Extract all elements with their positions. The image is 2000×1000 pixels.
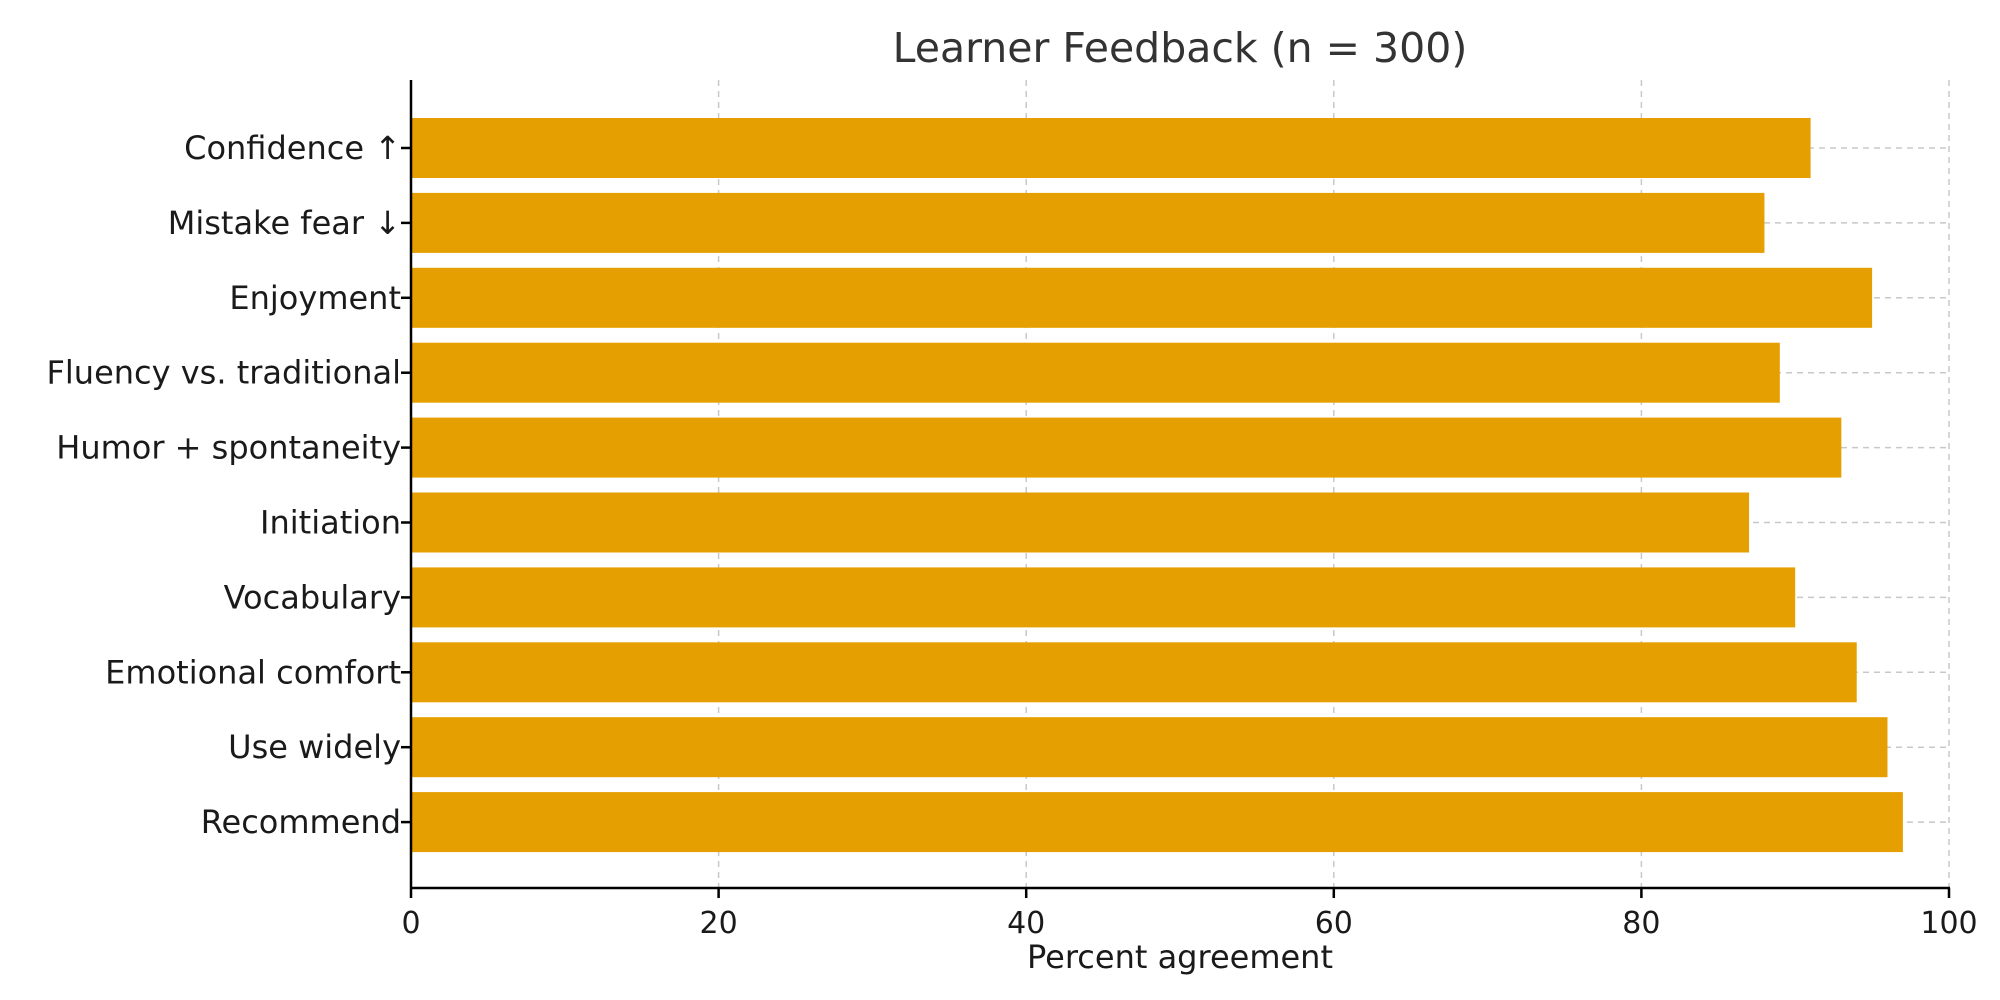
bars <box>411 118 1903 853</box>
y-tick-label-mistake-fear: Mistake fear ↓ <box>168 204 401 242</box>
x-tick-label: 100 <box>1920 906 1977 941</box>
bar-confidence <box>411 118 1811 178</box>
y-tick-label-enjoyment: Enjoyment <box>229 279 401 317</box>
y-tick-label-vocabulary: Vocabulary <box>224 578 401 616</box>
y-tick-label-emotional-comfort: Emotional comfort <box>105 653 401 691</box>
y-tick-labels: Confidence ↑ Mistake fear ↓ Enjoyment Fluen… <box>46 129 411 841</box>
x-tick-labels: 0 20 40 60 80 100 <box>401 888 1978 941</box>
y-tick-label-humor-spontaneity: Humor + spontaneity <box>56 429 401 467</box>
x-tick-label: 0 <box>401 906 420 941</box>
chart-title: Learner Feedback (n = 300) <box>893 24 1468 72</box>
x-axis-title: Percent agreement <box>1027 938 1333 976</box>
bar-mistake-fear <box>411 192 1765 253</box>
y-tick-label-confidence: Confidence ↑ <box>184 129 401 167</box>
y-tick-label-use-widely: Use widely <box>228 728 401 766</box>
bar-fluency-vs-traditional <box>411 342 1780 403</box>
y-tick-label-initiation: Initiation <box>260 504 401 542</box>
bar-vocabulary <box>411 567 1796 628</box>
bar-emotional-comfort <box>411 642 1857 703</box>
bar-recommend <box>411 792 1903 853</box>
bar-use-widely <box>411 717 1888 778</box>
y-tick-label-fluency-vs-traditional: Fluency vs. traditional <box>46 354 401 392</box>
y-tick-label-recommend: Recommend <box>201 803 401 841</box>
bar-initiation <box>411 492 1750 553</box>
x-tick-label: 60 <box>1315 906 1353 941</box>
x-tick-label: 40 <box>1007 906 1045 941</box>
x-tick-label: 80 <box>1622 906 1660 941</box>
x-tick-label: 20 <box>700 906 738 941</box>
bar-humor-spontaneity <box>411 417 1842 478</box>
bar-enjoyment <box>411 267 1873 328</box>
